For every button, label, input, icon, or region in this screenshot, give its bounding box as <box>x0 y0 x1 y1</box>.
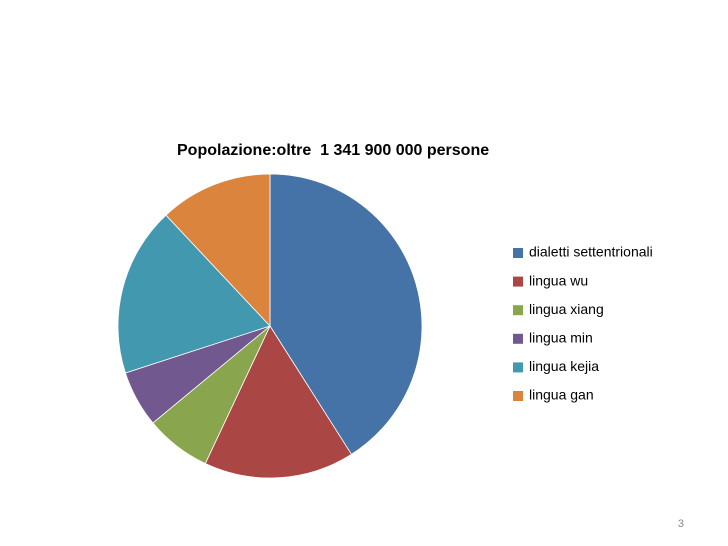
legend-label: lingua gan <box>529 387 594 403</box>
legend-swatch <box>513 391 523 401</box>
legend-label: dialetti settentrionali <box>529 244 653 260</box>
pie-slice <box>165 173 271 328</box>
legend-swatch <box>513 305 523 316</box>
pie-slice <box>117 214 271 374</box>
chart-title: Popolazione:oltre 1 341 900 000 persone <box>177 142 489 159</box>
legend-label: lingua wu <box>529 272 588 288</box>
pie-slice <box>204 325 352 479</box>
legend-swatch <box>513 333 523 344</box>
legend-swatch <box>513 362 523 373</box>
legend-swatch <box>513 276 523 287</box>
legend-label: lingua xiang <box>529 301 604 317</box>
legend-label: lingua kejia <box>529 358 599 374</box>
pie-slice <box>269 173 423 455</box>
page-number: 3 <box>678 518 684 530</box>
legend-label: lingua min <box>529 330 593 346</box>
legend-swatch <box>513 248 523 258</box>
